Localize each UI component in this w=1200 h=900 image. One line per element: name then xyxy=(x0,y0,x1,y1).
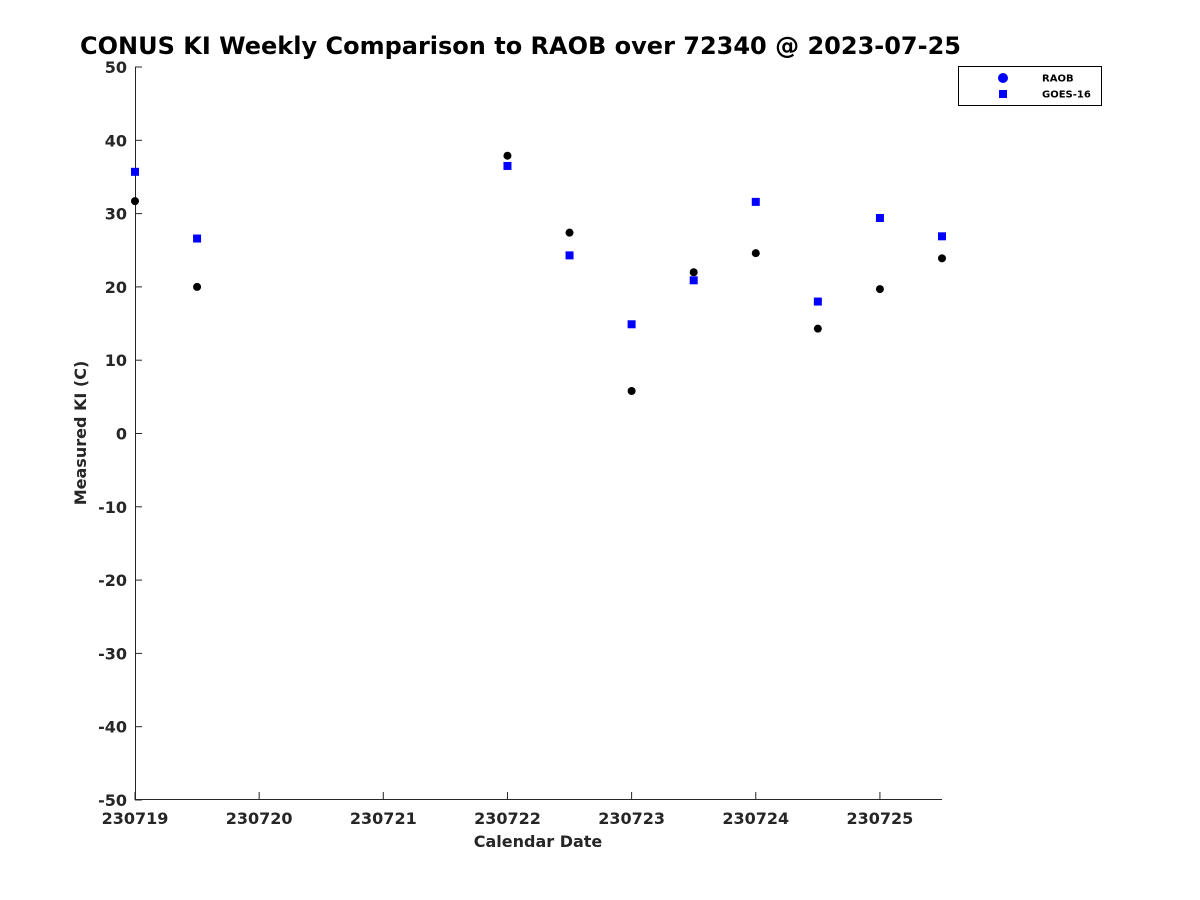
data-point-goes-16 xyxy=(813,297,822,306)
x-tick-label: 230725 xyxy=(847,809,914,828)
data-point-raob xyxy=(193,282,202,291)
x-axis-label: Calendar Date xyxy=(474,832,603,851)
data-point-goes-16 xyxy=(193,234,202,243)
data-point-raob xyxy=(565,228,574,237)
y-tick-label: 20 xyxy=(105,278,127,297)
legend-marker-raob xyxy=(998,73,1008,83)
data-points xyxy=(131,151,946,395)
y-axis-label: Measured KI (C) xyxy=(71,361,90,506)
y-tick-label: 10 xyxy=(105,351,127,370)
data-point-raob xyxy=(131,197,139,206)
x-tick-label: 230720 xyxy=(226,809,293,828)
data-point-goes-16 xyxy=(565,251,574,260)
legend-label-goes16: GOES-16 xyxy=(1042,90,1091,101)
data-point-goes-16 xyxy=(689,276,698,285)
x-tick-label: 230719 xyxy=(102,809,169,828)
legend: RAOB GOES-16 xyxy=(958,66,1102,106)
data-point-raob xyxy=(875,285,884,294)
legend-label-raob: RAOB xyxy=(1042,74,1074,85)
y-tick-label: -50 xyxy=(98,791,127,810)
data-point-raob xyxy=(689,268,698,277)
y-tick-label: -10 xyxy=(98,498,127,517)
y-tick-label: -30 xyxy=(98,644,127,663)
data-point-goes-16 xyxy=(938,232,946,241)
y-tick-label: 30 xyxy=(105,205,127,224)
data-point-raob xyxy=(813,324,822,333)
legend-marker-goes16 xyxy=(999,90,1007,98)
data-point-raob xyxy=(751,249,760,258)
data-point-goes-16 xyxy=(131,167,139,176)
x-tick-label: 230722 xyxy=(474,809,541,828)
chart-title: CONUS KI Weekly Comparison to RAOB over … xyxy=(80,32,961,60)
x-tick-label: 230721 xyxy=(350,809,417,828)
y-tick-label: 40 xyxy=(105,131,127,150)
y-tick-label: -20 xyxy=(98,571,127,590)
x-tick-label: 230723 xyxy=(598,809,665,828)
y-tick-label: 50 xyxy=(105,58,127,77)
data-point-raob xyxy=(503,151,512,160)
data-point-goes-16 xyxy=(627,320,636,329)
data-point-goes-16 xyxy=(751,197,760,206)
data-point-goes-16 xyxy=(503,161,512,170)
y-tick-label: 0 xyxy=(116,425,127,444)
legend-box xyxy=(958,66,1102,106)
x-axis-ticks: 230719 230720 230721 230722 230723 230724 2307… xyxy=(102,792,914,828)
x-tick-label: 230724 xyxy=(722,809,789,828)
data-point-goes-16 xyxy=(875,213,884,222)
y-tick-label: -40 xyxy=(98,718,127,737)
y-axis-ticks: 50 40 30 20 10 0 -10 -20 -30 -40 -50 xyxy=(98,58,142,810)
data-point-raob xyxy=(938,254,946,263)
data-point-raob xyxy=(627,386,636,395)
